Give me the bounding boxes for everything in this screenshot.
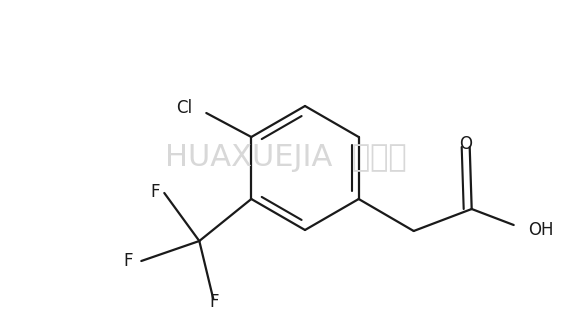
Text: F: F bbox=[124, 252, 133, 270]
Text: Cl: Cl bbox=[176, 99, 192, 117]
Text: HUAXUEJIA  化学加: HUAXUEJIA 化学加 bbox=[164, 143, 407, 173]
Text: F: F bbox=[210, 293, 219, 311]
Text: OH: OH bbox=[528, 221, 553, 239]
Text: O: O bbox=[459, 135, 472, 153]
Text: F: F bbox=[151, 183, 160, 201]
